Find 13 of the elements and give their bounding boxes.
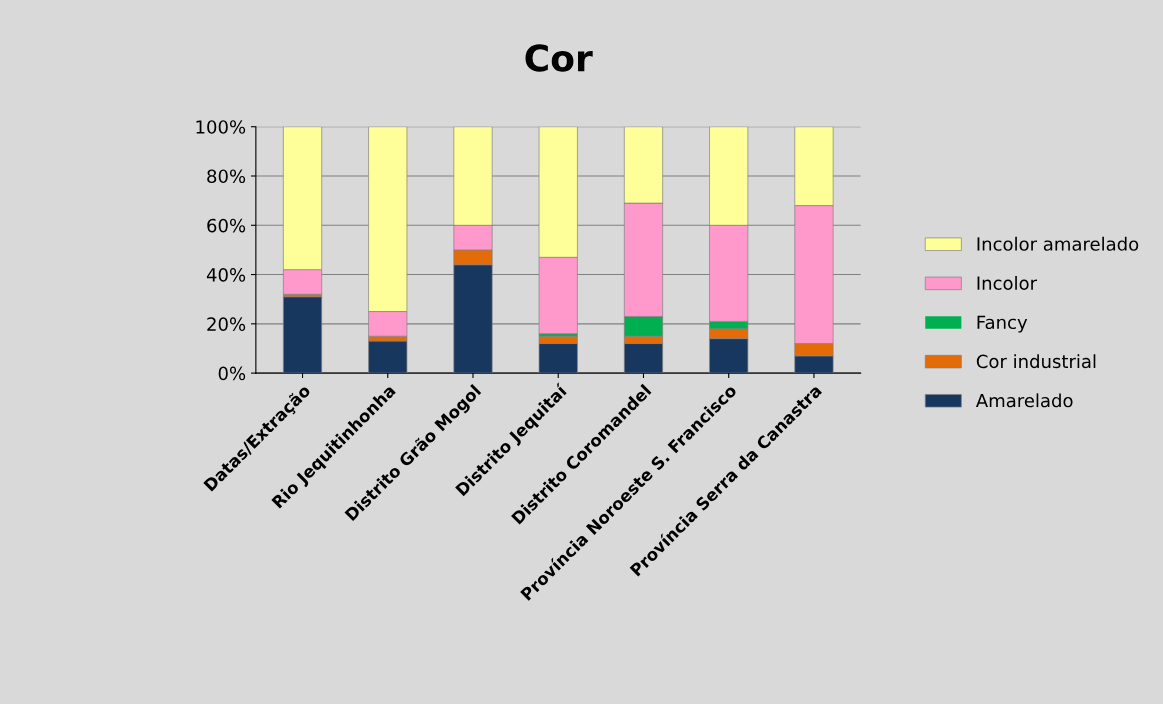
bar bbox=[368, 340, 408, 374]
legend-label: Amarelado bbox=[975, 393, 1073, 408]
legend-label: Incolor amarelado bbox=[977, 236, 1139, 251]
legend-label: Fancy bbox=[977, 315, 1028, 333]
legend-label: Incolor bbox=[977, 275, 1038, 290]
chart-title: Cor bbox=[525, 44, 593, 72]
legend-label: Cor industrial bbox=[976, 354, 1096, 369]
y-tick-label: 80% bbox=[207, 169, 246, 184]
y-tick-label: 100% bbox=[196, 120, 246, 134]
y-tick-label: 0% bbox=[218, 366, 246, 381]
y-tick-label: 60% bbox=[207, 218, 246, 233]
y-tick-label: 20% bbox=[207, 317, 246, 331]
y-tick-label: 40% bbox=[206, 268, 246, 282]
